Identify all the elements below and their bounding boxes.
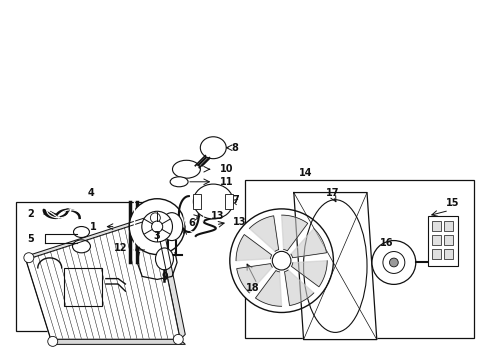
Text: 6: 6 [189, 218, 196, 228]
Text: 8: 8 [231, 143, 238, 153]
Circle shape [383, 252, 405, 274]
Text: 7: 7 [233, 195, 240, 205]
Bar [432, 249, 441, 259]
Polygon shape [155, 213, 185, 339]
Circle shape [372, 240, 416, 284]
Polygon shape [292, 261, 327, 287]
Text: 5: 5 [27, 234, 34, 244]
Bar [444, 235, 453, 245]
Bar [444, 221, 453, 231]
Text: 12: 12 [114, 243, 127, 253]
Polygon shape [237, 264, 272, 293]
Circle shape [48, 336, 58, 346]
Circle shape [150, 213, 160, 223]
Text: 17: 17 [326, 188, 340, 198]
Text: 16: 16 [380, 238, 393, 248]
Text: 1: 1 [90, 222, 97, 231]
Bar [225, 194, 233, 210]
Text: 3: 3 [154, 231, 161, 240]
Ellipse shape [200, 137, 226, 159]
Text: 11: 11 [220, 177, 233, 187]
Ellipse shape [155, 248, 173, 270]
Ellipse shape [170, 177, 188, 187]
Polygon shape [249, 216, 279, 251]
Bar [444, 249, 453, 259]
Text: 15: 15 [446, 198, 459, 208]
Circle shape [142, 211, 172, 242]
Text: 4: 4 [88, 188, 95, 198]
Bar [432, 221, 441, 231]
Ellipse shape [73, 240, 91, 253]
Text: 13: 13 [233, 217, 246, 227]
Text: 10: 10 [220, 164, 233, 174]
Ellipse shape [74, 226, 90, 238]
Circle shape [230, 209, 333, 312]
Bar [64, 268, 102, 306]
Polygon shape [236, 235, 272, 261]
Polygon shape [285, 270, 314, 306]
Text: 9: 9 [161, 272, 168, 282]
Circle shape [24, 253, 34, 263]
Text: 18: 18 [245, 283, 259, 293]
Ellipse shape [172, 160, 200, 178]
Circle shape [272, 251, 291, 270]
Polygon shape [26, 213, 160, 260]
Text: 2: 2 [27, 209, 34, 219]
Text: 13: 13 [211, 211, 224, 221]
Circle shape [151, 221, 163, 232]
Ellipse shape [161, 213, 183, 240]
Polygon shape [255, 271, 282, 306]
Text: 14: 14 [299, 168, 313, 178]
Polygon shape [51, 339, 185, 345]
Circle shape [129, 199, 185, 255]
Ellipse shape [194, 184, 233, 219]
Polygon shape [291, 229, 326, 258]
Polygon shape [294, 193, 377, 339]
Polygon shape [26, 218, 180, 339]
Bar [194, 194, 201, 210]
Bar [245, 180, 474, 338]
Circle shape [173, 334, 183, 345]
Bar [428, 216, 458, 266]
Bar [16, 202, 162, 330]
Bar [432, 235, 441, 245]
Polygon shape [282, 215, 308, 251]
Circle shape [390, 258, 398, 267]
